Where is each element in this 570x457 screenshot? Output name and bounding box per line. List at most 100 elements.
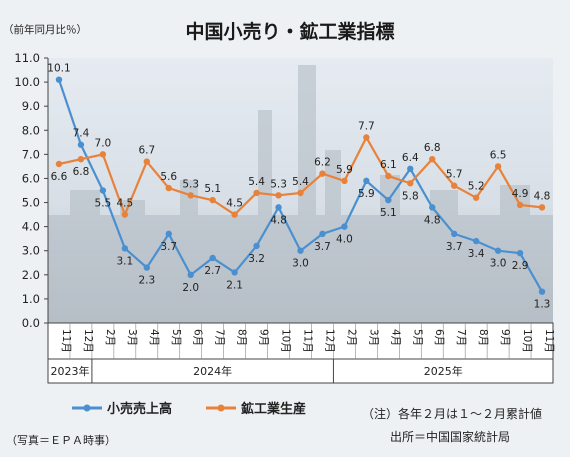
legend: 小売売上高 鉱工業生産	[72, 401, 306, 417]
x-tick-label: 2月	[345, 329, 357, 346]
data-point	[538, 288, 546, 295]
data-point	[407, 165, 414, 173]
data-point	[275, 204, 282, 211]
x-tick-label: 3月	[367, 329, 379, 346]
data-point	[121, 245, 129, 252]
y-tick-label: 6.0	[22, 171, 40, 185]
data-point	[341, 223, 348, 230]
data-point	[297, 189, 304, 197]
x-tick-label: 9月	[499, 329, 511, 346]
data-label: 5.4	[248, 176, 265, 188]
x-tick-label: 10月	[521, 329, 533, 353]
data-label: 10.1	[47, 63, 70, 75]
data-point	[363, 134, 370, 141]
source-text: 出所＝中国国家統計局	[390, 429, 510, 444]
data-label: 6.8	[73, 166, 90, 178]
data-point	[472, 237, 480, 245]
data-label: 7.0	[95, 137, 112, 149]
x-tick-label: 12月	[323, 329, 335, 353]
x-tick-label: 5月	[170, 329, 182, 346]
data-label: 4.0	[336, 234, 353, 246]
data-label: 5.2	[468, 181, 485, 193]
data-label: 5.1	[380, 207, 397, 219]
data-label: 3.0	[490, 258, 507, 270]
y-axis: 0.0 1.0 2.0 3.0 4.0 5.0 6.0 7.0 8.0 9.0 10.0 11.0	[14, 51, 49, 330]
x-tick-label: 8月	[477, 329, 489, 346]
data-label: 5.3	[182, 178, 199, 190]
data-point	[429, 204, 436, 211]
data-labels: 10.1 6.6 7.4 6.8 5.5 7.0 3.1 4.5 2.3 6.7 3.7 5.6 2.0…	[47, 63, 550, 311]
x-tick-label: 8月	[236, 329, 248, 346]
year-label: 2025年	[424, 364, 463, 378]
data-point	[187, 192, 194, 199]
legend-item-industrial: 鉱工業生産	[206, 401, 306, 417]
x-tick-label: 6月	[433, 329, 445, 346]
data-label: 3.7	[446, 241, 463, 253]
data-point	[231, 269, 238, 276]
x-axis-box	[47, 322, 554, 384]
y-tick-label: 10.0	[14, 75, 40, 89]
data-point	[538, 204, 546, 211]
data-label: 5.6	[160, 171, 177, 183]
x-tick-label: 4月	[389, 329, 401, 346]
data-label: 2.1	[226, 279, 243, 291]
x-tick-label: 2月	[104, 329, 116, 346]
x-tick-label: 11月	[543, 329, 555, 353]
y-tick-label: 8.0	[22, 123, 40, 137]
data-point	[472, 194, 480, 201]
data-point	[450, 182, 458, 189]
x-tick-label: 4月	[148, 329, 160, 346]
x-tick-label: 6月	[192, 329, 204, 346]
year-label: 2023年	[50, 364, 89, 378]
x-tick-label: 5月	[411, 329, 423, 346]
data-label: 6.5	[490, 149, 507, 161]
x-tick-label: 10月	[280, 329, 292, 353]
data-label: 6.1	[380, 159, 397, 171]
data-point	[516, 201, 524, 209]
legend-label-industrial: 鉱工業生産	[241, 401, 306, 417]
data-point	[429, 155, 436, 163]
x-tick-label: 7月	[455, 329, 467, 346]
data-point	[55, 76, 63, 83]
data-label: 2.3	[138, 275, 155, 287]
data-label: 2.7	[204, 265, 221, 277]
x-tick-label: 3月	[126, 329, 138, 346]
data-label: 1.3	[534, 299, 551, 311]
data-label: 4.5	[226, 198, 243, 210]
data-point	[55, 160, 63, 168]
photo-credit: （写真＝ＥＰＡ時事）	[6, 433, 116, 447]
data-label: 3.2	[248, 253, 265, 265]
data-point	[77, 155, 85, 163]
data-point	[450, 230, 458, 238]
data-label: 5.9	[336, 164, 353, 176]
series-lines	[55, 76, 546, 295]
data-point	[209, 196, 216, 204]
data-point	[209, 254, 216, 262]
data-label: 6.8	[424, 142, 441, 154]
background-photo	[48, 58, 553, 323]
y-tick-label: 11.0	[14, 51, 40, 65]
data-point	[319, 230, 326, 238]
x-tick-label: 7月	[214, 329, 226, 346]
data-point	[187, 271, 194, 279]
data-label: 2.9	[512, 260, 529, 272]
y-tick-label: 4.0	[22, 220, 40, 234]
data-point	[363, 177, 370, 185]
data-label: 5.3	[270, 178, 287, 190]
data-label: 6.2	[314, 157, 331, 169]
data-label: 7.7	[358, 121, 375, 133]
data-label: 4.8	[270, 214, 287, 226]
data-point	[407, 180, 414, 187]
data-point	[143, 158, 151, 165]
data-point	[319, 170, 326, 177]
note-text: （注）各年２月は１～２月累計値	[362, 406, 542, 421]
data-point	[494, 163, 502, 170]
data-label: 6.7	[138, 145, 155, 157]
data-point	[77, 141, 85, 148]
data-point	[99, 151, 107, 158]
data-label: 5.8	[402, 190, 419, 202]
data-point	[253, 242, 260, 250]
y-tick-label: 1.0	[22, 292, 40, 306]
data-point	[385, 196, 392, 204]
data-point	[385, 172, 392, 180]
